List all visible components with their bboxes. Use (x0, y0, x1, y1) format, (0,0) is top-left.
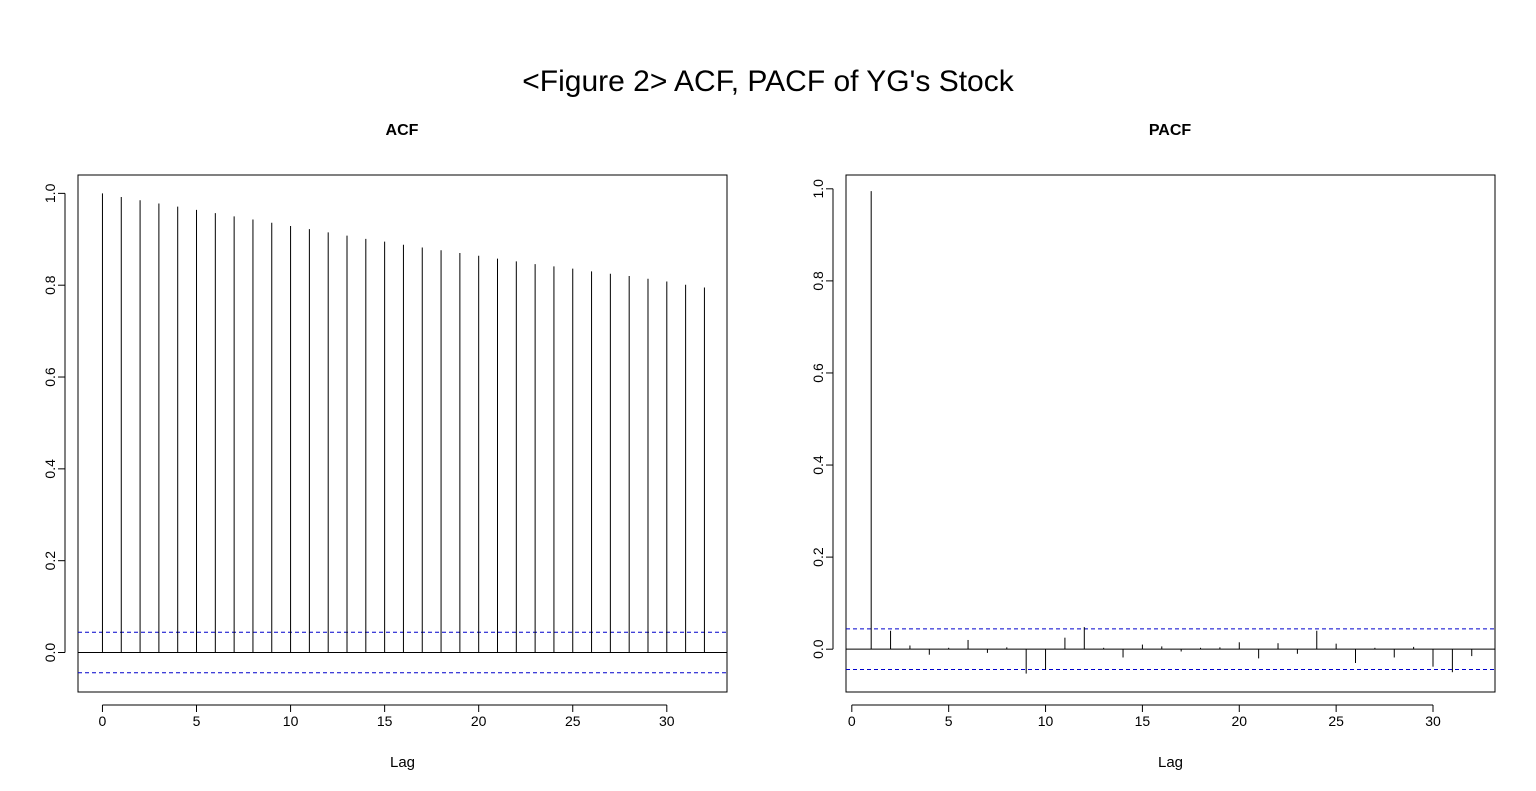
plot-frame (77, 174, 728, 693)
x-tick-label: 30 (1425, 713, 1441, 729)
x-tick-label: 20 (471, 713, 487, 729)
figure-title: <Figure 2> ACF, PACF of YG's Stock (522, 65, 1014, 98)
x-axis-label: Lag (1158, 754, 1183, 771)
x-tick-label: 15 (377, 713, 393, 729)
x-tick-label: 20 (1231, 713, 1247, 729)
y-tick-label: 0.6 (42, 367, 58, 387)
panel-title: PACF (1149, 122, 1192, 139)
x-tick-label: 15 (1135, 713, 1151, 729)
acf-panel: ACF 0 5 10 15 20 25 30 Lag 0.0 0.2 0.4 0.6 0.8 1.0 (42, 122, 728, 771)
x-tick-label: 10 (1038, 713, 1054, 729)
y-tick-label: 0.2 (810, 547, 826, 567)
y-tick-label: 0.8 (810, 271, 826, 291)
y-tick-label: 0.0 (42, 643, 58, 663)
x-tick-label: 25 (565, 713, 581, 729)
x-tick-label: 10 (283, 713, 299, 729)
x-tick-label: 25 (1328, 713, 1344, 729)
x-tick-label: 0 (848, 713, 856, 729)
x-tick-label: 30 (659, 713, 675, 729)
x-tick-label: 0 (99, 713, 107, 729)
pacf-panel: PACF 0 5 10 15 20 25 30 Lag 0.0 0.2 0.4 0.6 0.8 1.0 (810, 122, 1496, 771)
y-tick-label: 0.6 (810, 363, 826, 383)
panel-title: ACF (386, 122, 419, 139)
y-tick-label: 0.8 (42, 275, 58, 295)
y-tick-label: 0.4 (810, 455, 826, 475)
y-tick-label: 1.0 (42, 183, 58, 203)
y-tick-label: 1.0 (810, 179, 826, 199)
x-axis-label: Lag (390, 754, 415, 771)
y-tick-label: 0.2 (42, 551, 58, 571)
x-tick-label: 5 (193, 713, 201, 729)
plot-frame (845, 174, 1496, 693)
y-tick-label: 0.0 (810, 639, 826, 659)
y-tick-label: 0.4 (42, 459, 58, 479)
x-tick-label: 5 (945, 713, 953, 729)
